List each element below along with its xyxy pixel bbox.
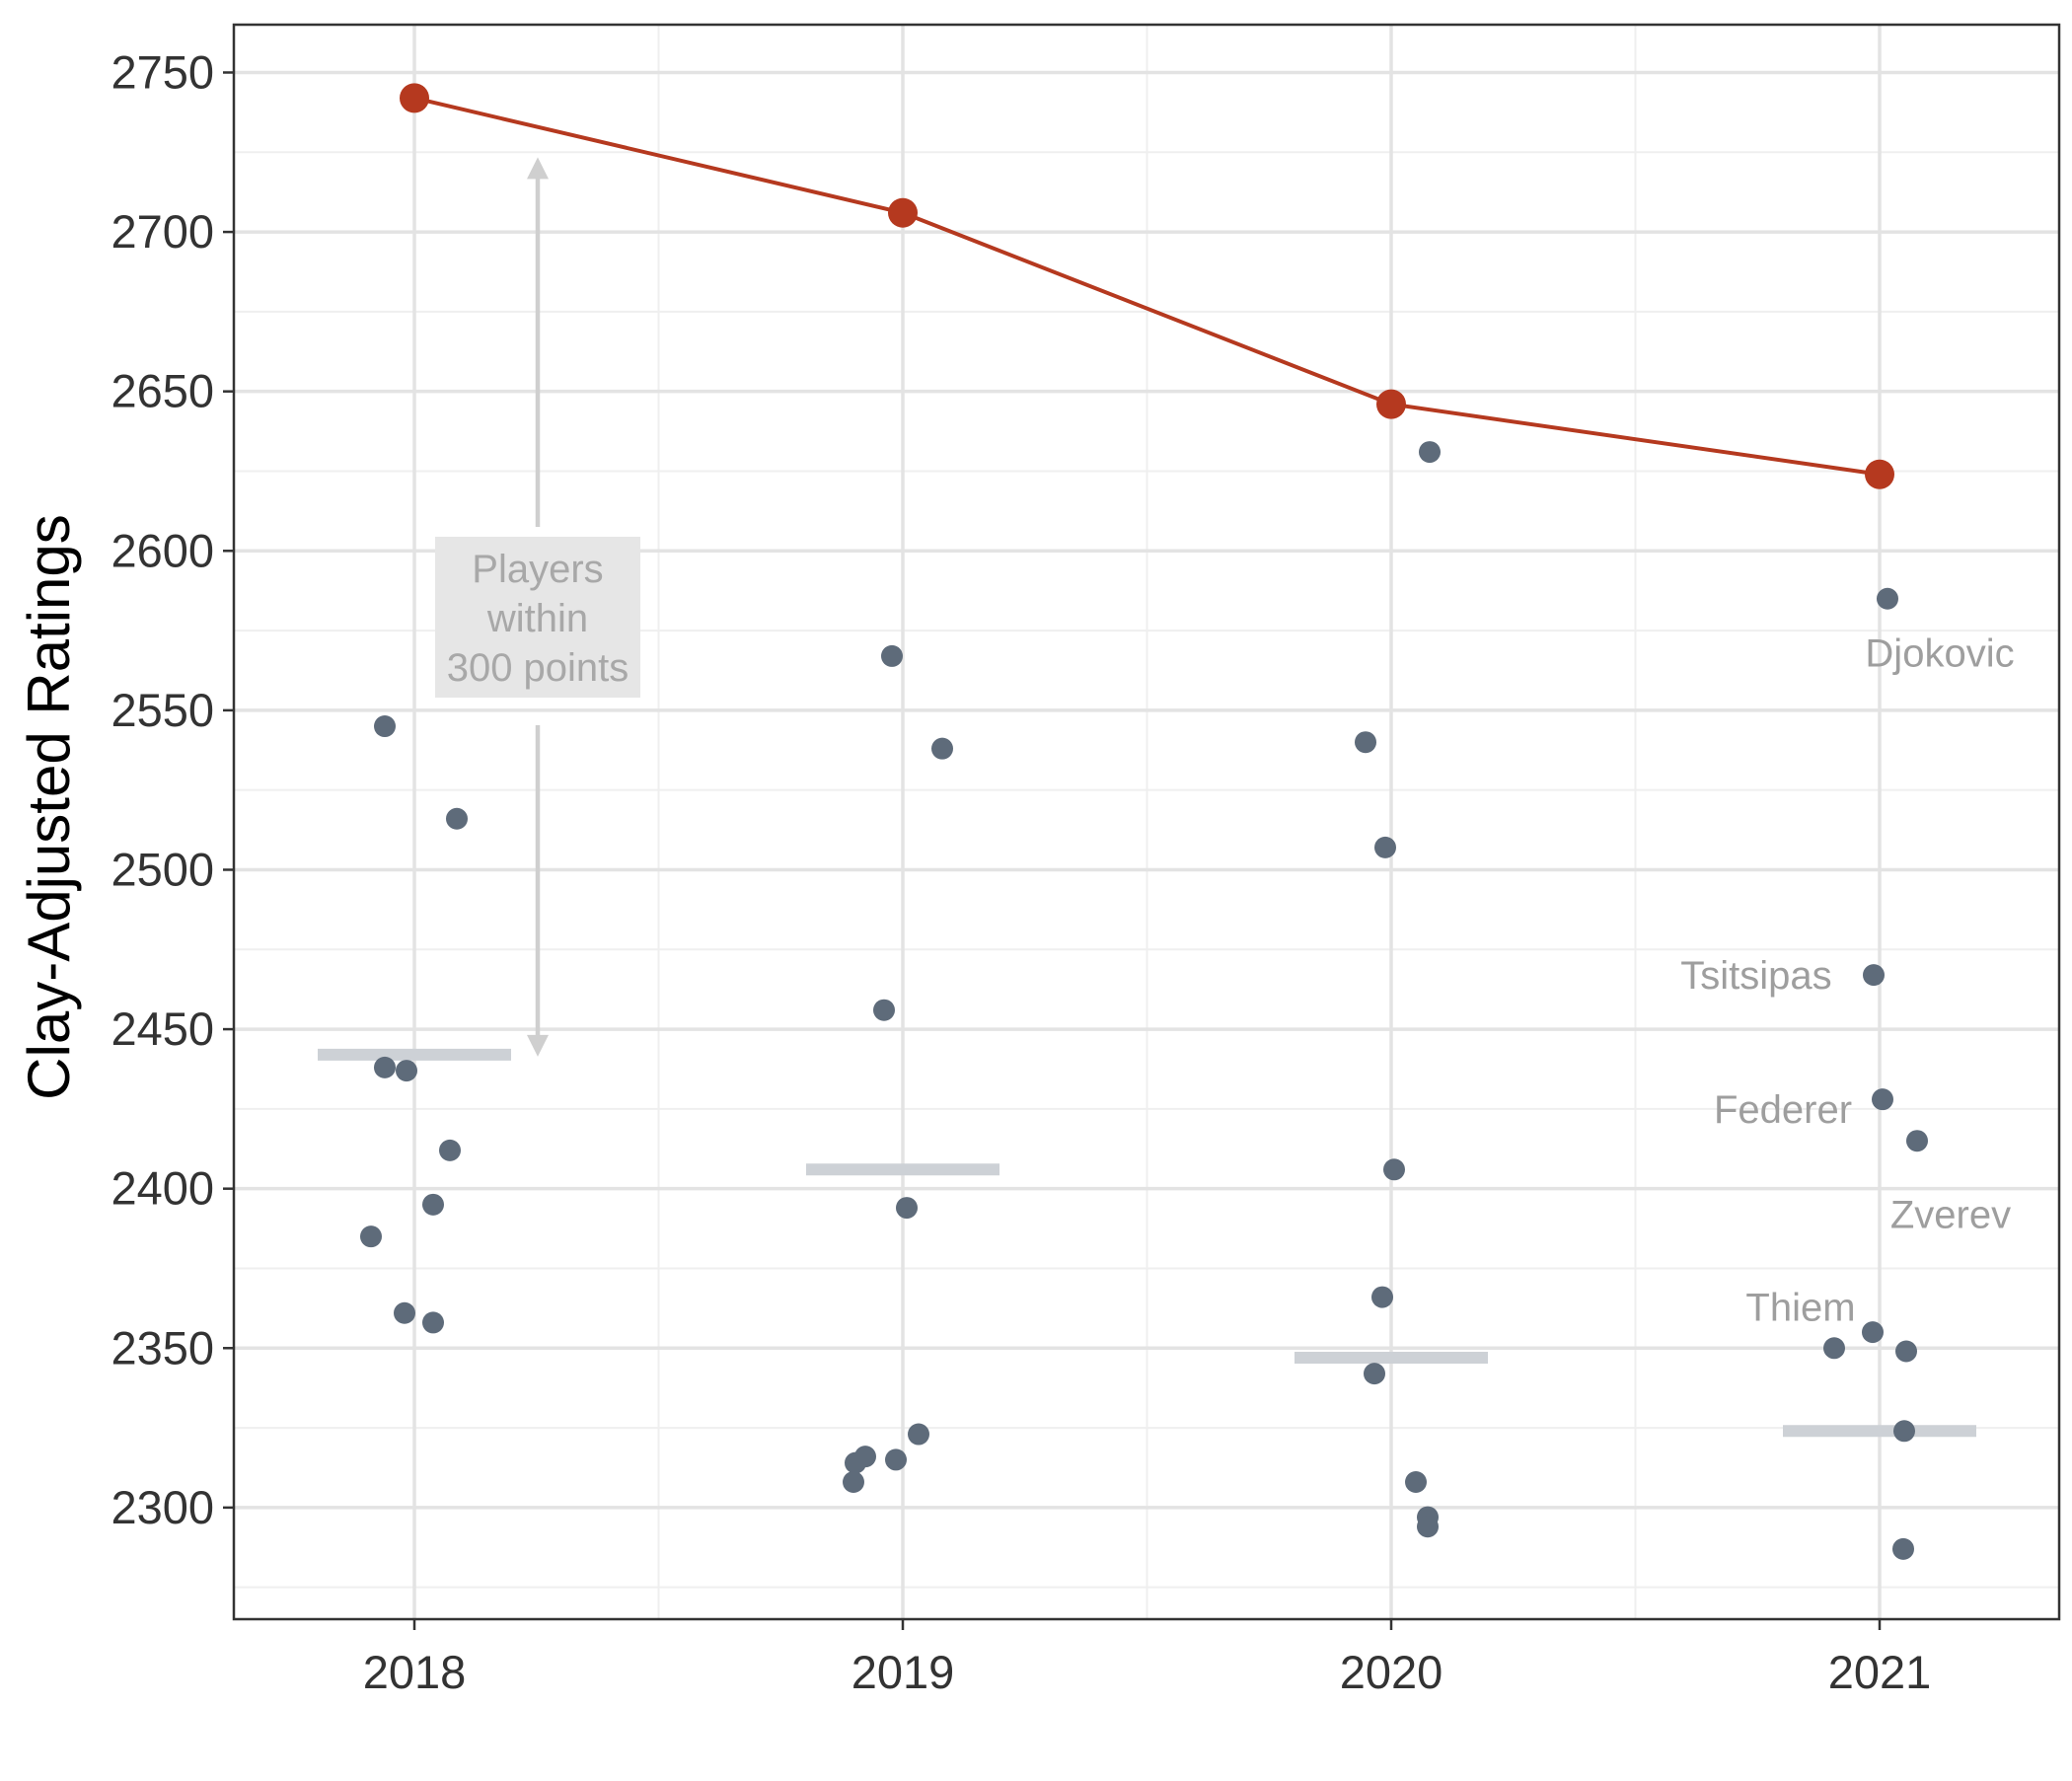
x-tick-label: 2020 (1340, 1646, 1443, 1698)
annotation-text-line: 300 points (447, 646, 629, 690)
player-point (845, 1451, 866, 1474)
player-label-federer: Federer (1714, 1088, 1852, 1132)
top-rating-point (888, 197, 918, 228)
annotation-text-line: within (486, 597, 588, 640)
y-tick-label: 2350 (111, 1321, 214, 1373)
annotation-arrowhead-down (527, 1034, 549, 1057)
player-point (422, 1193, 444, 1216)
player-point (1823, 1337, 1845, 1360)
y-tick-label: 2450 (111, 1002, 214, 1055)
top-rating-point (1865, 459, 1894, 489)
player-point (1383, 1158, 1405, 1181)
player-point (885, 1448, 907, 1471)
player-point (1374, 836, 1396, 858)
player-point (931, 737, 953, 760)
y-tick-label: 2400 (111, 1162, 214, 1215)
top-rating-point (400, 83, 429, 113)
top-rating-line (413, 96, 1881, 477)
player-point (873, 999, 895, 1021)
player-point (908, 1423, 929, 1446)
player-point (446, 807, 468, 830)
annotation-arrowhead-up (527, 157, 549, 180)
player-point (394, 1301, 415, 1324)
x-tick-label: 2021 (1828, 1646, 1932, 1698)
player-point (1906, 1130, 1928, 1152)
y-tick-label: 2700 (111, 205, 214, 258)
annotation-text-line: Players (472, 548, 603, 591)
player-point (1892, 1537, 1914, 1560)
y-tick-label: 2300 (111, 1481, 214, 1533)
player-point (1877, 587, 1898, 610)
y-tick-label: 2550 (111, 684, 214, 736)
player-label-zverev: Zverev (1890, 1194, 2011, 1237)
player-point (439, 1139, 461, 1161)
x-tick-label: 2019 (851, 1646, 955, 1698)
player-point (1417, 1516, 1439, 1538)
player-point (360, 1225, 382, 1248)
top-rating-point (1376, 389, 1406, 419)
player-point (843, 1471, 864, 1494)
player-point (896, 1197, 918, 1220)
player-point (1895, 1340, 1917, 1363)
player-point (1862, 1321, 1884, 1344)
player-point (1355, 731, 1376, 754)
player-point (1371, 1286, 1393, 1308)
y-tick-label: 2600 (111, 524, 214, 576)
player-point (374, 715, 396, 738)
y-tick-label: 2650 (111, 365, 214, 417)
player-point (374, 1056, 396, 1078)
player-label-tsitsipas: Tsitsipas (1680, 954, 1831, 998)
annotation-box (435, 537, 640, 698)
player-point (881, 644, 903, 667)
player-point (1872, 1088, 1893, 1111)
player-point (396, 1060, 417, 1082)
player-point (1405, 1471, 1427, 1494)
plot-border (232, 23, 2061, 1621)
player-point (1893, 1420, 1915, 1443)
player-label-djokovic: Djokovic (1865, 632, 2014, 676)
player-point (1419, 441, 1441, 464)
y-tick-label: 2500 (111, 843, 214, 895)
player-point (422, 1311, 444, 1334)
player-point (1863, 964, 1885, 987)
y-axis-title: Clay-Adjusted Ratings (16, 514, 82, 1100)
x-tick-label: 2018 (363, 1646, 467, 1698)
player-point (1364, 1363, 1385, 1385)
y-tick-label: 2750 (111, 45, 214, 98)
player-label-thiem: Thiem (1745, 1286, 1855, 1329)
